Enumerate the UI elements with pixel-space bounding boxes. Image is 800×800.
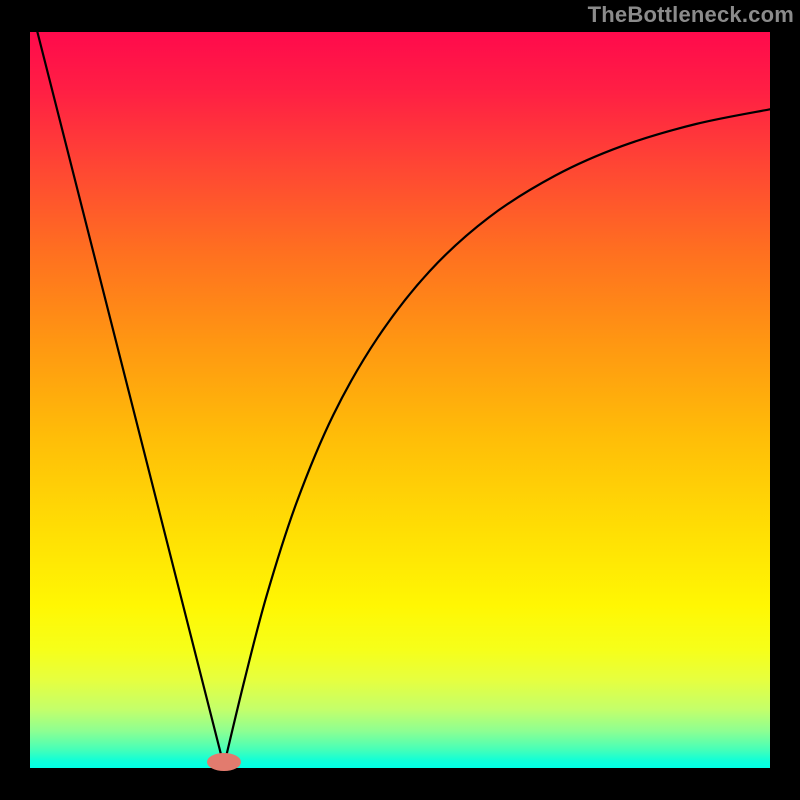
plot-area [30, 32, 770, 768]
minimum-marker [207, 753, 241, 771]
watermark-text: TheBottleneck.com [588, 2, 794, 28]
bottleneck-curve [30, 32, 770, 768]
chart-frame: TheBottleneck.com [0, 0, 800, 800]
